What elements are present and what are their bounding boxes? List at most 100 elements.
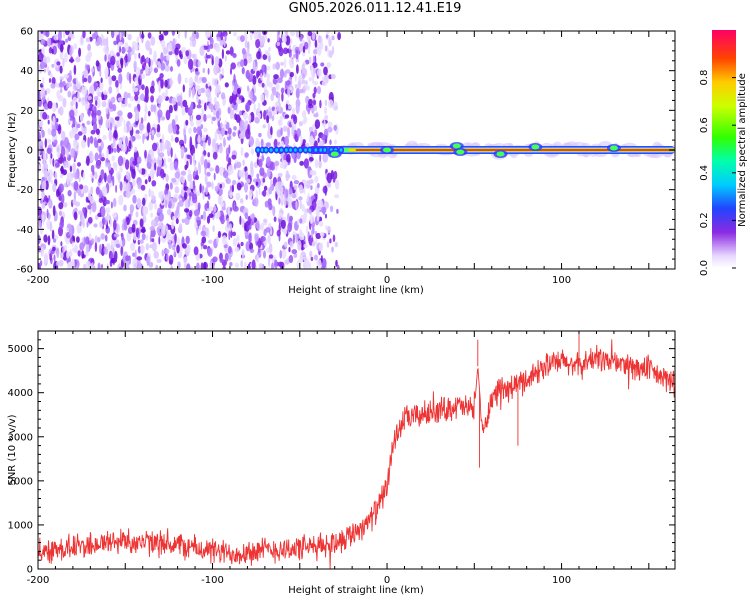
noise-speck: [260, 235, 266, 242]
noise-speck: [245, 241, 251, 252]
noise-speck: [145, 65, 149, 75]
noise-speck: [56, 188, 60, 198]
noise-speck: [131, 45, 135, 55]
noise-speck: [232, 53, 237, 58]
colorbar-ticks: 0.0 0.2 0.4 0.6 0.8: [699, 70, 736, 276]
noise-speck: [219, 166, 224, 177]
noise-speck: [150, 104, 154, 113]
noise-speck: [252, 95, 257, 102]
noise-speck: [232, 96, 237, 106]
noise-speck: [41, 180, 47, 191]
noise-speck: [322, 76, 325, 82]
noise-speck: [324, 185, 327, 197]
noise-speck: [147, 32, 152, 39]
noise-speck: [169, 182, 173, 190]
noise-speck: [309, 250, 313, 258]
noise-speck: [183, 256, 188, 265]
noise-speck: [144, 149, 147, 159]
noise-speck: [309, 209, 312, 215]
noise-speck: [203, 113, 207, 122]
noise-speck: [180, 146, 185, 157]
noise-speck: [316, 86, 322, 95]
noise-speck: [244, 261, 247, 269]
noise-speck: [42, 149, 45, 155]
x-tick-label: 0: [384, 275, 390, 286]
noise-speck: [120, 143, 124, 152]
noise-speck: [219, 183, 223, 189]
noise-speck: [273, 216, 277, 222]
noise-speck: [84, 103, 90, 110]
noise-speck: [168, 42, 172, 52]
noise-speck: [52, 246, 56, 252]
noise-speck: [236, 235, 240, 242]
noise-speck: [319, 99, 322, 109]
noise-speck: [274, 101, 279, 107]
noise-speck: [116, 119, 119, 129]
noise-speck: [233, 163, 237, 170]
noise-speck: [84, 93, 88, 103]
noise-speck: [220, 214, 226, 225]
noise-speck: [229, 185, 233, 191]
noise-speck: [211, 59, 214, 66]
noise-speck: [83, 185, 89, 194]
noise-speck: [164, 79, 168, 88]
noise-speck: [240, 35, 245, 43]
noise-speck: [195, 31, 199, 40]
noise-speck: [138, 121, 144, 132]
noise-speck: [66, 148, 69, 158]
noise-speck: [207, 247, 213, 257]
noise-speck: [228, 246, 232, 255]
noise-speck: [332, 234, 336, 243]
noise-speck: [140, 130, 143, 135]
noise-speck: [207, 136, 211, 146]
noise-speck: [289, 241, 294, 248]
noise-speck: [118, 41, 123, 47]
noise-speck: [170, 134, 174, 143]
noise-speck: [63, 74, 70, 79]
noise-speck: [313, 99, 316, 106]
noise-speck: [44, 169, 47, 180]
noise-speck: [169, 77, 173, 88]
noise-speck: [285, 100, 290, 105]
noise-speck: [308, 56, 312, 64]
noise-speck: [301, 204, 305, 212]
noise-speck: [175, 218, 179, 225]
noise-speck: [168, 259, 173, 265]
noise-speck: [184, 134, 187, 145]
noise-speck: [329, 139, 332, 145]
noise-speck: [190, 266, 194, 269]
noise-speck: [123, 124, 128, 133]
noise-speck: [73, 43, 78, 50]
noise-speck: [166, 209, 172, 216]
noise-speck: [227, 106, 231, 114]
noise-speck: [214, 78, 218, 87]
noise-speck: [282, 125, 289, 132]
noise-speck: [243, 58, 248, 67]
signal-blob-core: [261, 148, 264, 152]
noise-speck: [109, 122, 113, 131]
noise-speck: [229, 108, 233, 120]
noise-speck: [271, 115, 275, 122]
noise-speck: [75, 56, 81, 63]
noise-speck: [287, 222, 293, 233]
noise-speck: [332, 177, 336, 183]
noise-speck: [91, 115, 97, 125]
noise-speck: [288, 255, 294, 263]
noise-speck: [139, 218, 144, 228]
y-axis-label: SNR (10 * v/v): [7, 414, 18, 485]
noise-speck: [77, 250, 81, 257]
noise-speck: [52, 205, 56, 217]
noise-speck: [265, 227, 271, 233]
noise-speck: [331, 35, 335, 41]
noise-speck: [174, 47, 179, 56]
noise-speck: [263, 185, 268, 191]
noise-speck: [249, 32, 253, 41]
noise-speck: [212, 138, 216, 149]
noise-speck: [65, 161, 71, 169]
noise-speck: [182, 84, 185, 93]
noise-speck: [139, 72, 142, 80]
noise-speck: [267, 198, 272, 206]
signal-blob-core: [308, 148, 312, 152]
noise-speck: [323, 119, 326, 130]
